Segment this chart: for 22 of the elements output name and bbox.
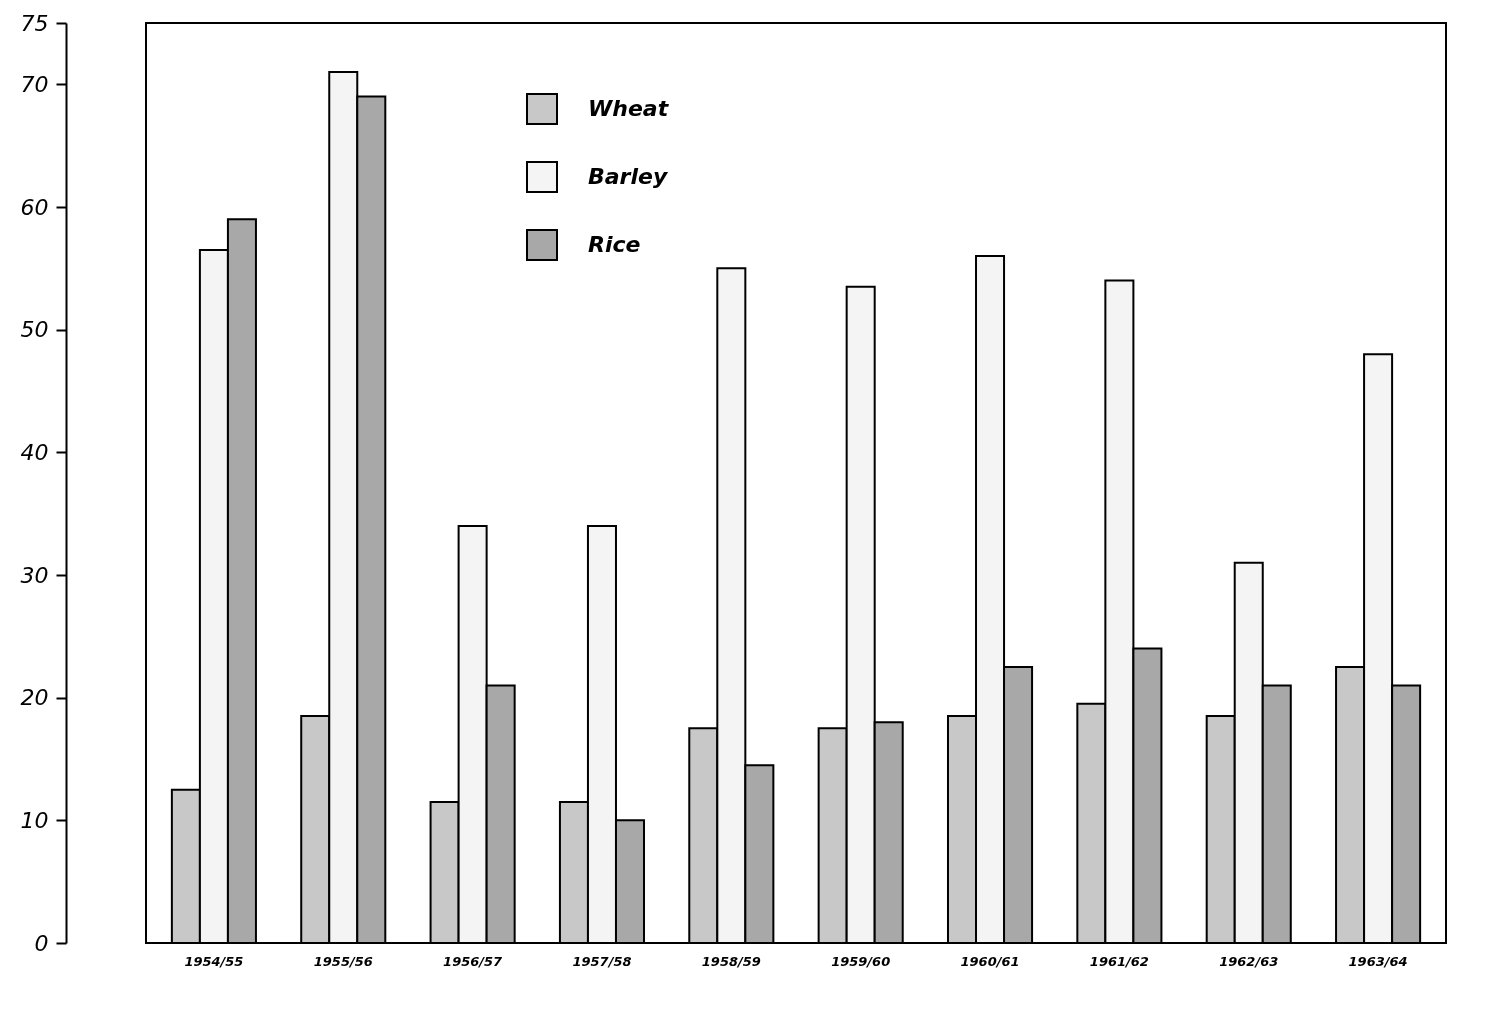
x-tick-label: 1957/58 <box>572 953 632 969</box>
y-tick-label: 70 <box>20 71 49 97</box>
x-tick-label: 1961/62 <box>1089 953 1149 969</box>
y-tick-label: 75 <box>20 10 49 36</box>
x-tick-label: 1954/55 <box>184 953 244 969</box>
legend-label: Wheat <box>588 96 670 121</box>
x-tick-label: 1956/57 <box>443 953 504 969</box>
x-tick-label: 1960/61 <box>960 953 1020 969</box>
y-tick-label: 10 <box>20 807 49 833</box>
x-tick-label: 1955/56 <box>313 953 373 969</box>
legend-label: Barley <box>588 164 669 189</box>
x-tick-label: 1962/63 <box>1219 953 1279 969</box>
x-tick-label: 1959/60 <box>831 953 891 969</box>
y-tick-label: 0 <box>34 930 49 956</box>
y-tick-label: 40 <box>20 439 49 465</box>
y-tick-label: 50 <box>20 317 49 343</box>
y-tick-label: 20 <box>20 685 49 711</box>
legend-label: Rice <box>588 232 641 257</box>
y-tick-label: 60 <box>20 194 49 220</box>
y-tick-label: 30 <box>20 562 49 588</box>
x-tick-label: 1958/59 <box>701 953 761 969</box>
x-tick-label: 1963/64 <box>1348 953 1408 969</box>
